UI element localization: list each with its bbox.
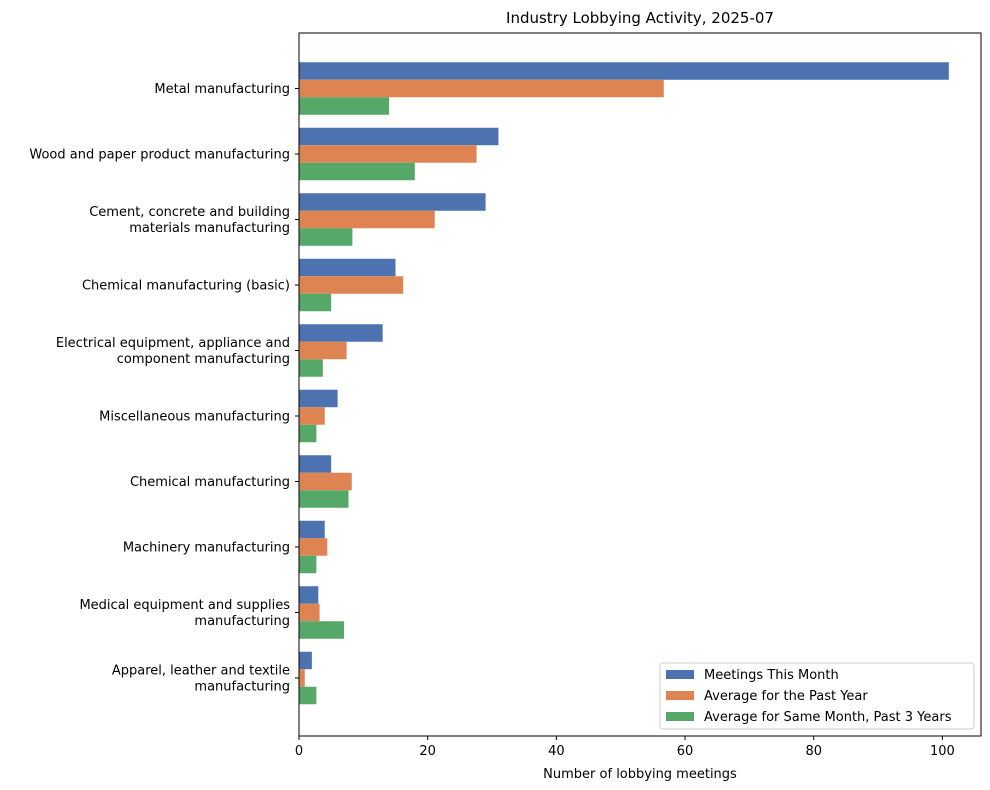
- bar: [299, 520, 325, 539]
- bar: [299, 669, 305, 687]
- bar: [299, 258, 396, 277]
- plot-frame: [298, 32, 982, 737]
- bar: [299, 341, 347, 360]
- y-tick-label: component manufacturing: [117, 352, 290, 367]
- bar: [299, 193, 486, 211]
- x-tick-label: 100: [930, 744, 955, 759]
- bar: [299, 472, 352, 491]
- bar: [299, 210, 435, 229]
- y-tick-label: manufacturing: [194, 614, 290, 629]
- legend-label: Meetings This Month: [704, 668, 839, 683]
- y-tick-label: Machinery manufacturing: [123, 541, 290, 556]
- bar: [299, 127, 499, 146]
- bar: [299, 389, 338, 408]
- bar: [299, 455, 332, 473]
- legend-swatch: [666, 691, 694, 700]
- y-tick-label: Miscellaneous manufacturing: [99, 410, 290, 425]
- y-tick-label: Cement, concrete and building: [89, 205, 290, 220]
- y-tick-label: Medical equipment and supplies: [79, 598, 290, 613]
- bar: [299, 686, 317, 705]
- y-axis-ticks: Metal manufacturing Wood and paper produc…: [29, 82, 299, 695]
- legend-swatch: [666, 712, 694, 721]
- legend-box: [659, 662, 975, 730]
- y-tick-label: Wood and paper product manufacturing: [29, 148, 290, 163]
- y-tick-label: Chemical manufacturing (basic): [82, 279, 290, 294]
- bar: [299, 145, 477, 163]
- bar: [299, 97, 390, 115]
- bar: [299, 424, 317, 443]
- bar: [299, 407, 325, 425]
- bar: [299, 79, 664, 98]
- y-tick-label: Metal manufacturing: [154, 82, 290, 97]
- x-axis-label: Number of lobbying meetings: [543, 767, 737, 782]
- bar: [299, 162, 415, 181]
- bar: [299, 62, 949, 80]
- chart-title: Industry Lobbying Activity, 2025-07: [506, 9, 774, 27]
- bar: [299, 538, 328, 556]
- bar: [299, 586, 319, 604]
- x-tick-label: 80: [805, 744, 822, 759]
- y-tick-label: materials manufacturing: [129, 221, 290, 236]
- legend-swatch: [666, 670, 694, 679]
- x-tick-label: 20: [419, 744, 436, 759]
- bar: [299, 293, 332, 312]
- y-tick-label: manufacturing: [194, 680, 290, 695]
- x-tick-label: 0: [295, 744, 303, 759]
- legend: Meetings This Month Average for the Past …: [659, 662, 975, 730]
- bar: [299, 324, 383, 342]
- legend-label: Average for Same Month, Past 3 Years: [704, 710, 952, 725]
- y-tick-label: Chemical manufacturing: [130, 475, 290, 490]
- y-tick-label: Apparel, leather and textile: [112, 664, 290, 679]
- bar: [299, 603, 320, 622]
- legend-label: Average for the Past Year: [704, 689, 868, 704]
- bar: [299, 276, 404, 294]
- bars-group: [299, 62, 949, 705]
- bar: [299, 555, 317, 574]
- y-tick-label: Electrical equipment, appliance and: [56, 336, 290, 351]
- bar: [299, 490, 349, 508]
- bar: [299, 621, 345, 639]
- bar: [299, 359, 323, 377]
- bar: [299, 228, 353, 246]
- x-tick-label: 40: [548, 744, 565, 759]
- x-tick-label: 60: [677, 744, 694, 759]
- x-axis-ticks: 0 20 40 60 80 100: [295, 736, 955, 759]
- bar: [299, 651, 312, 670]
